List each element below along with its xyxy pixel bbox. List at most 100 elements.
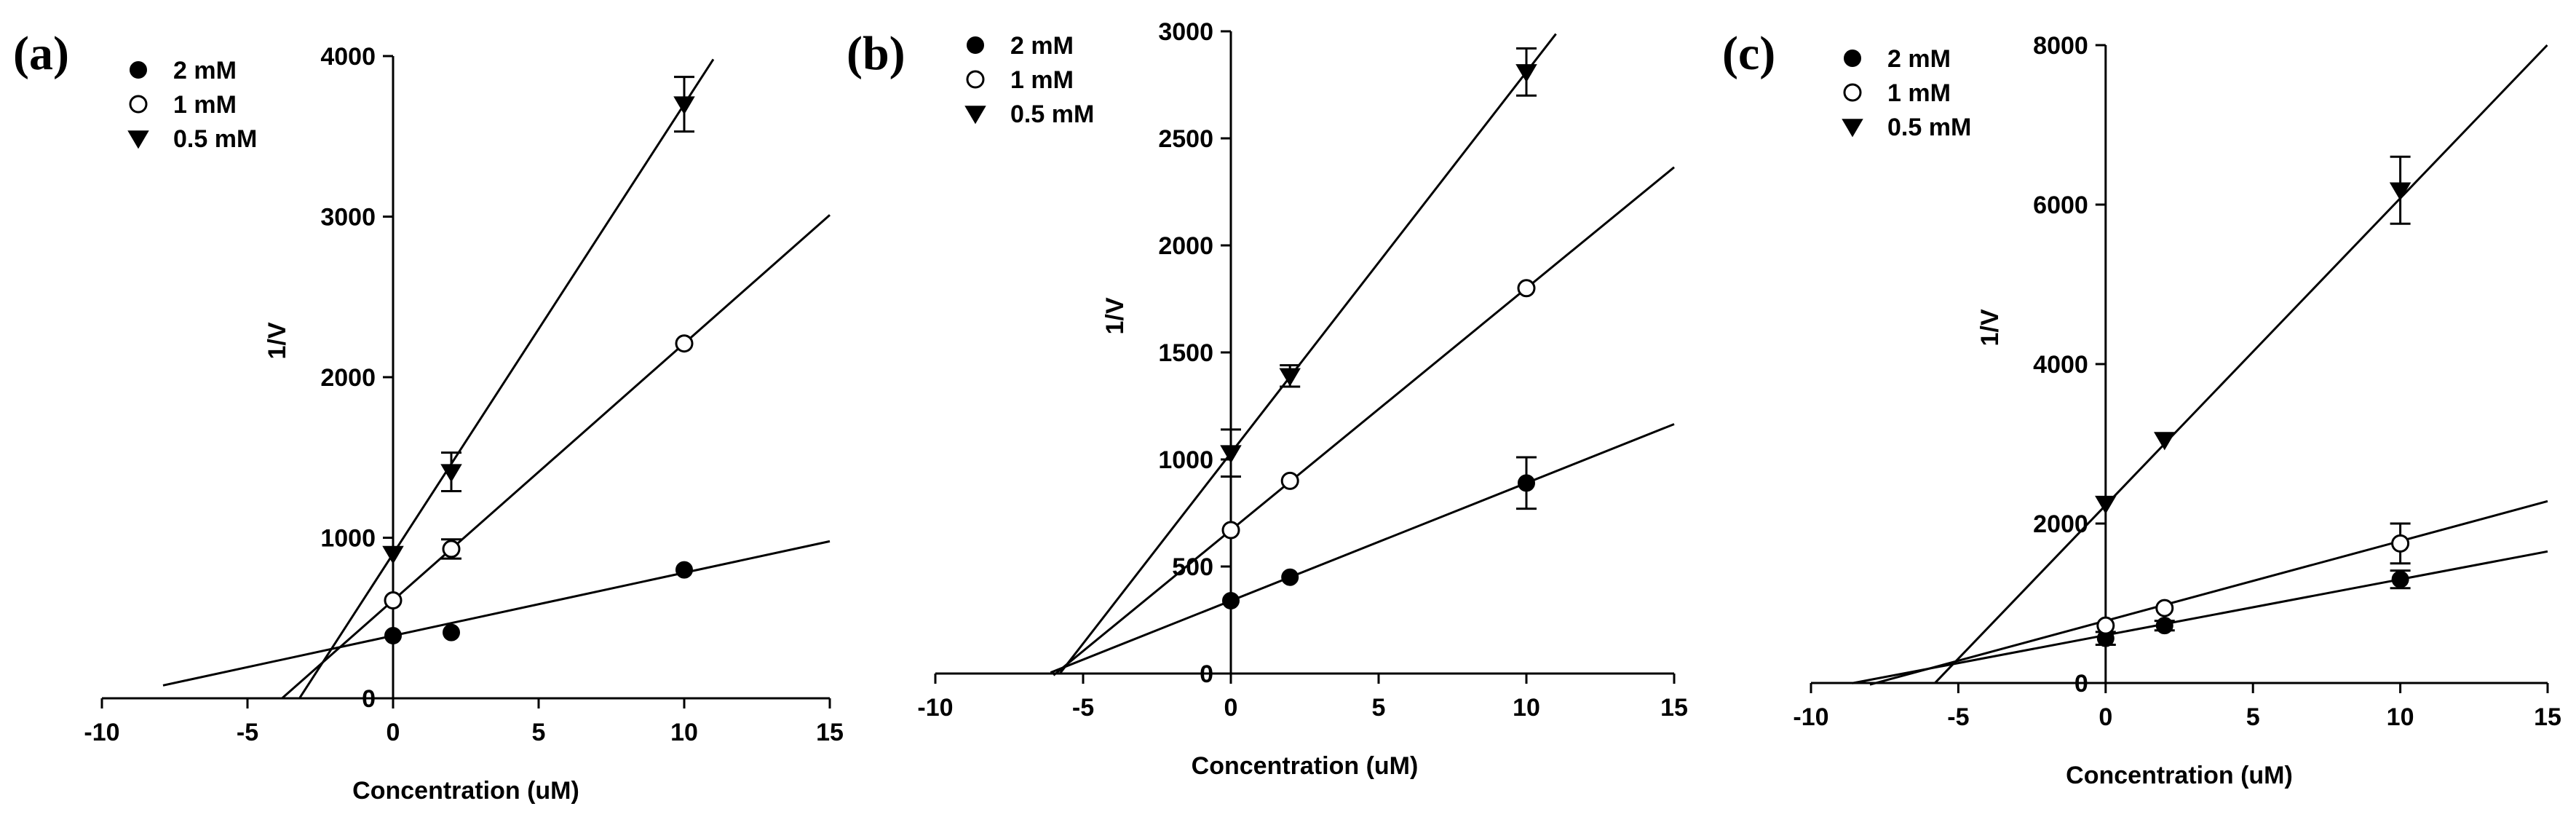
fit-line-3 xyxy=(298,58,715,698)
data-point-series-2 xyxy=(1221,521,1240,540)
x-tick-label: -10 xyxy=(1793,703,1828,731)
x-tick-label: 10 xyxy=(2387,703,2414,731)
legend-marker xyxy=(967,36,984,54)
data-point-series-1 xyxy=(1222,592,1240,610)
y-axis-title: 1/V xyxy=(1101,297,1129,334)
legend-label: 1 mM xyxy=(1010,66,1074,94)
data-point-series-1 xyxy=(675,561,693,579)
x-axis-title: Concentration (uM) xyxy=(1192,752,1419,780)
legend-label: 0.5 mM xyxy=(1887,114,1971,141)
legend-marker xyxy=(964,106,986,125)
data-point-series-2 xyxy=(442,540,461,558)
x-tick-label: 15 xyxy=(1660,694,1688,722)
legend-marker xyxy=(129,95,148,114)
y-tick-label: 0 xyxy=(362,685,376,713)
y-tick-label: 3000 xyxy=(1158,18,1213,46)
x-tick-label: 15 xyxy=(2534,703,2561,731)
legend-label: 0.5 mM xyxy=(173,125,257,153)
x-tick-label: 5 xyxy=(1372,694,1386,722)
y-tick-label: 500 xyxy=(1172,553,1213,581)
x-axis-title: Concentration (uM) xyxy=(2066,762,2293,789)
x-tick-label: 0 xyxy=(1224,694,1238,722)
y-tick-label: 4000 xyxy=(320,43,376,71)
data-point-series-3 xyxy=(382,545,404,564)
data-point-series-2 xyxy=(2391,534,2410,553)
data-point-series-3 xyxy=(1220,445,1242,464)
x-tick-label: -5 xyxy=(237,719,258,746)
y-tick-label: 2500 xyxy=(1158,125,1213,153)
x-tick-label: -5 xyxy=(1947,703,1969,731)
x-tick-label: 15 xyxy=(816,719,844,746)
legend-marker xyxy=(1843,83,1862,102)
fit-line-1 xyxy=(1852,550,2548,684)
fit-line-2 xyxy=(1869,500,2548,686)
data-point-series-2 xyxy=(675,334,694,353)
data-point-series-3 xyxy=(2154,432,2176,451)
y-tick-label: 8000 xyxy=(2033,32,2088,60)
legend-marker xyxy=(130,61,147,79)
x-tick-label: -10 xyxy=(917,694,953,722)
fit-line-3 xyxy=(1058,33,1557,675)
data-point-series-2 xyxy=(1517,279,1536,298)
legend-marker xyxy=(966,70,985,89)
fit-line-1 xyxy=(1050,423,1675,674)
fit-line-3 xyxy=(1933,44,2548,684)
y-tick-label: 6000 xyxy=(2033,192,2088,219)
data-point-series-2 xyxy=(384,591,403,609)
legend-label: 2 mM xyxy=(173,57,237,84)
data-point-series-2 xyxy=(2096,616,2115,635)
data-point-series-1 xyxy=(443,623,460,641)
data-point-series-3 xyxy=(2095,495,2117,514)
data-point-series-3 xyxy=(2389,182,2411,201)
legend-marker xyxy=(127,130,149,149)
y-axis-title: 1/V xyxy=(263,322,291,359)
x-tick-label: 0 xyxy=(2099,703,2112,731)
fit-line-2 xyxy=(1053,166,1675,676)
fit-line-1 xyxy=(162,540,831,687)
y-tick-label: 1000 xyxy=(320,525,376,553)
y-tick-label: 2000 xyxy=(1158,232,1213,260)
data-point-series-1 xyxy=(2155,617,2173,635)
data-point-series-1 xyxy=(1281,568,1299,586)
y-tick-label: 2000 xyxy=(320,364,376,392)
y-tick-label: 0 xyxy=(1200,660,1213,688)
panel-label: (b) xyxy=(847,27,905,80)
panel-label: (c) xyxy=(1722,27,1775,80)
data-point-series-2 xyxy=(2155,599,2174,617)
x-tick-label: 5 xyxy=(532,719,546,746)
panel-2: (b) -10 -5 0 5 10 15 0 500 1000 1500 2000 2500 3000 Co… xyxy=(847,18,1688,780)
panel-1: (a) -10 -5 0 5 10 15 0 1000 2000 3000 4000 Concentra… xyxy=(13,27,844,805)
data-point-series-1 xyxy=(384,627,402,645)
legend-label: 2 mM xyxy=(1010,32,1074,60)
data-point-series-2 xyxy=(1280,471,1299,490)
legend-label: 2 mM xyxy=(1887,45,1951,73)
data-point-series-1 xyxy=(2391,570,2409,588)
legend-marker xyxy=(1842,119,1863,138)
x-tick-label: 0 xyxy=(387,719,400,746)
data-point-series-1 xyxy=(1518,474,1535,492)
legend-label: 1 mM xyxy=(1887,79,1951,107)
x-axis-title: Concentration (uM) xyxy=(352,777,579,805)
legend-marker xyxy=(1844,50,1861,67)
data-point-series-3 xyxy=(440,464,462,483)
fit-line-2 xyxy=(282,214,831,699)
legend-label: 1 mM xyxy=(173,91,237,119)
data-point-series-3 xyxy=(673,96,695,115)
legend-label: 0.5 mM xyxy=(1010,100,1094,128)
y-tick-label: 1500 xyxy=(1158,339,1213,367)
x-tick-label: 5 xyxy=(2246,703,2260,731)
y-axis-title: 1/V xyxy=(1976,309,2004,346)
y-tick-label: 1000 xyxy=(1158,446,1213,474)
y-tick-label: 3000 xyxy=(320,204,376,232)
y-tick-label: 0 xyxy=(2074,670,2088,698)
y-tick-label: 4000 xyxy=(2033,351,2088,379)
y-tick-label: 2000 xyxy=(2033,510,2088,538)
panel-label: (a) xyxy=(13,27,69,80)
x-tick-label: 10 xyxy=(1513,694,1540,722)
x-tick-label: 10 xyxy=(670,719,698,746)
panel-3: (c) -10 -5 0 5 10 15 0 2000 4000 6000 8000 Concentra… xyxy=(1722,27,2561,789)
data-point-series-3 xyxy=(1515,64,1537,83)
x-tick-label: -5 xyxy=(1072,694,1094,722)
